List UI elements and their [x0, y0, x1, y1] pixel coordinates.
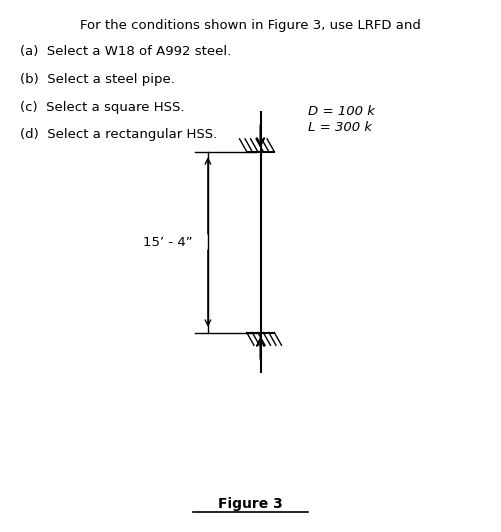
Text: D = 100 k: D = 100 k [308, 105, 375, 118]
Text: (b)  Select a steel pipe.: (b) Select a steel pipe. [20, 73, 175, 86]
Text: (d)  Select a rectangular HSS.: (d) Select a rectangular HSS. [20, 128, 217, 141]
Text: (a)  Select a W18 of A992 steel.: (a) Select a W18 of A992 steel. [20, 45, 231, 58]
Text: Figure 3: Figure 3 [218, 497, 283, 511]
Text: For the conditions shown in Figure 3, use LRFD and: For the conditions shown in Figure 3, us… [80, 19, 421, 31]
Text: L = 300 k: L = 300 k [308, 121, 372, 134]
Text: (c)  Select a square HSS.: (c) Select a square HSS. [20, 101, 184, 113]
Text: 15’ - 4”: 15’ - 4” [143, 236, 193, 248]
